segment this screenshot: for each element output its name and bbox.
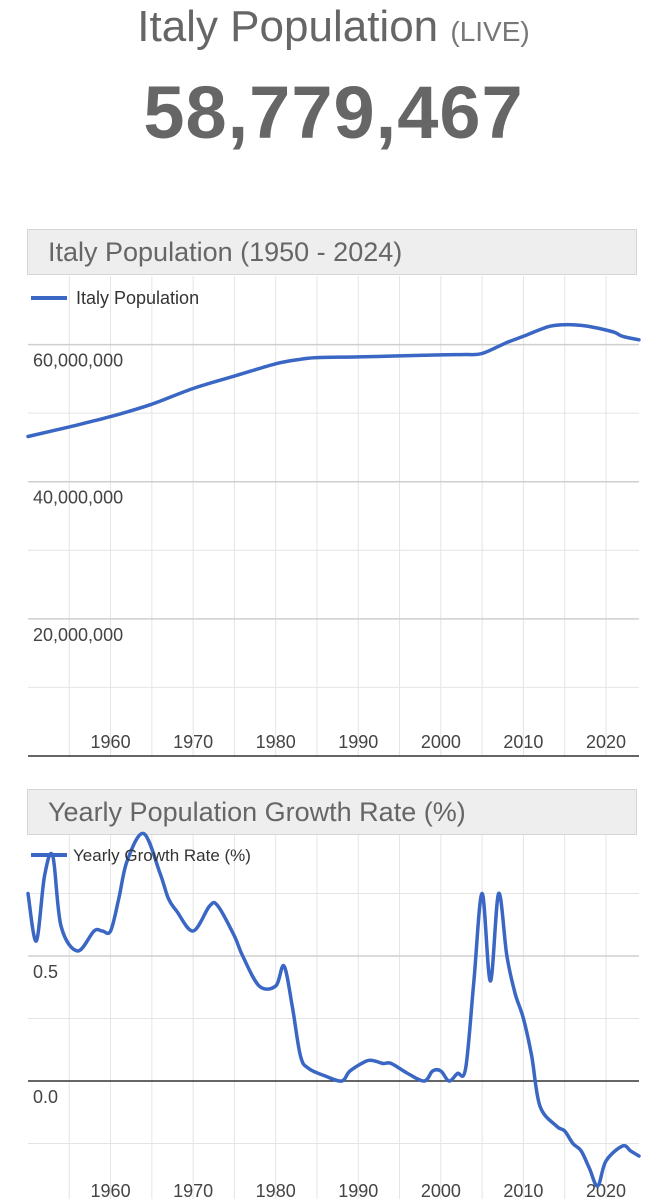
live-label: (LIVE) bbox=[450, 16, 530, 47]
x-tick-label: 1960 bbox=[91, 732, 131, 752]
legend-label: Yearly Growth Rate (%) bbox=[73, 846, 251, 865]
x-tick-label: 2020 bbox=[586, 1181, 626, 1200]
x-tick-label: 1970 bbox=[173, 1181, 213, 1200]
growth-chart-title: Yearly Population Growth Rate (%) bbox=[27, 789, 637, 835]
y-tick-label: 20,000,000 bbox=[33, 625, 123, 645]
x-tick-label: 2000 bbox=[421, 1181, 461, 1200]
x-tick-label: 2020 bbox=[586, 732, 626, 752]
title-text: Italy Population bbox=[137, 2, 439, 51]
x-tick-label: 1980 bbox=[256, 732, 296, 752]
y-tick-label: 40,000,000 bbox=[33, 488, 123, 508]
y-tick-label: 0.5 bbox=[33, 962, 58, 982]
y-tick-label: 0.0 bbox=[33, 1087, 58, 1107]
legend-label: Italy Population bbox=[76, 288, 199, 308]
x-tick-label: 1980 bbox=[256, 1181, 296, 1200]
x-tick-label: 1990 bbox=[338, 732, 378, 752]
growth-rate-chart: 0.0 0.5 1960 1970 1980 1990 2000 2010 2020 Yearly… bbox=[26, 831, 641, 1200]
x-tick-label: 1990 bbox=[338, 1181, 378, 1200]
live-population-counter: 58,779,467 bbox=[143, 71, 524, 154]
x-tick-label: 2010 bbox=[503, 1181, 543, 1200]
population-line bbox=[26, 322, 641, 439]
x-tick-label: 1960 bbox=[91, 1181, 131, 1200]
growth-rate-line bbox=[26, 831, 641, 1188]
population-chart: 20,000,000 40,000,000 60,000,000 1960 1970 19… bbox=[26, 276, 641, 757]
page-title: Italy Population (LIVE) bbox=[0, 2, 667, 57]
y-tick-label: 60,000,000 bbox=[33, 351, 123, 371]
x-tick-label: 1970 bbox=[173, 732, 213, 752]
x-tick-label: 2000 bbox=[421, 732, 461, 752]
x-tick-label: 2010 bbox=[503, 732, 543, 752]
population-chart-title: Italy Population (1950 - 2024) bbox=[27, 229, 637, 275]
